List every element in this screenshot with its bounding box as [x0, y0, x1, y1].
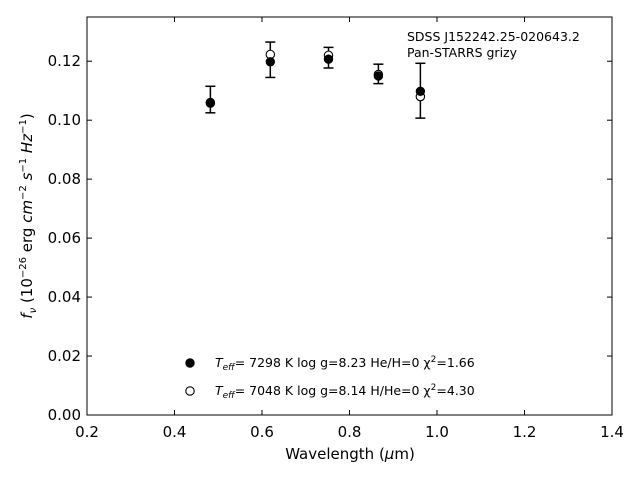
axis-ticks: 0.2 0.4 0.6 0.8 1.0 1.2 1.4 0.00 0.02 0.04 0.06 0.0… — [48, 17, 624, 441]
y-tick-label: 0.10 — [48, 111, 81, 129]
legend-label-2: Teff= 7048 K log g=8.14 H/He=0 χ2=4.30 — [215, 383, 475, 401]
model-point-filled — [265, 57, 276, 67]
model-point-filled — [373, 71, 384, 81]
model-point-filled — [415, 86, 426, 96]
y-tick-label: 0.02 — [48, 347, 81, 365]
x-tick-label: 0.4 — [163, 423, 187, 441]
x-tick-label: 1.0 — [425, 423, 449, 441]
legend-label-1: Teff= 7298 K log g=8.23 He/H=0 χ2=1.66 — [215, 355, 475, 373]
x-tick-label: 0.8 — [338, 423, 362, 441]
y-tick-label: 0.06 — [48, 229, 81, 247]
y-tick-label: 0.08 — [48, 170, 81, 188]
x-tick-label: 1.4 — [600, 423, 624, 441]
annotation-object-name: SDSS J152242.25-020643.2 — [407, 29, 580, 44]
legend-marker-open — [185, 386, 195, 396]
annotation-survey: Pan-STARRS grizy — [407, 45, 518, 60]
y-tick-label: 0.04 — [48, 288, 81, 306]
model-point-filled — [205, 97, 216, 108]
model-point-filled — [323, 54, 334, 64]
y-tick-label: 0.12 — [48, 52, 81, 70]
x-tick-label: 0.6 — [250, 423, 274, 441]
data-marks — [205, 41, 426, 119]
legend-marker-filled — [185, 358, 195, 368]
legend: Teff= 7298 K log g=8.23 He/H=0 χ2=1.66 T… — [185, 355, 475, 401]
x-axis-title: Wavelength (μm) — [285, 445, 415, 463]
y-axis-title: fν (10−26 erg cm−2 s−1 Hz−1) — [18, 113, 39, 318]
x-tick-label: 0.2 — [75, 423, 99, 441]
y-tick-label: 0.00 — [48, 406, 81, 424]
x-tick-label: 1.2 — [513, 423, 537, 441]
